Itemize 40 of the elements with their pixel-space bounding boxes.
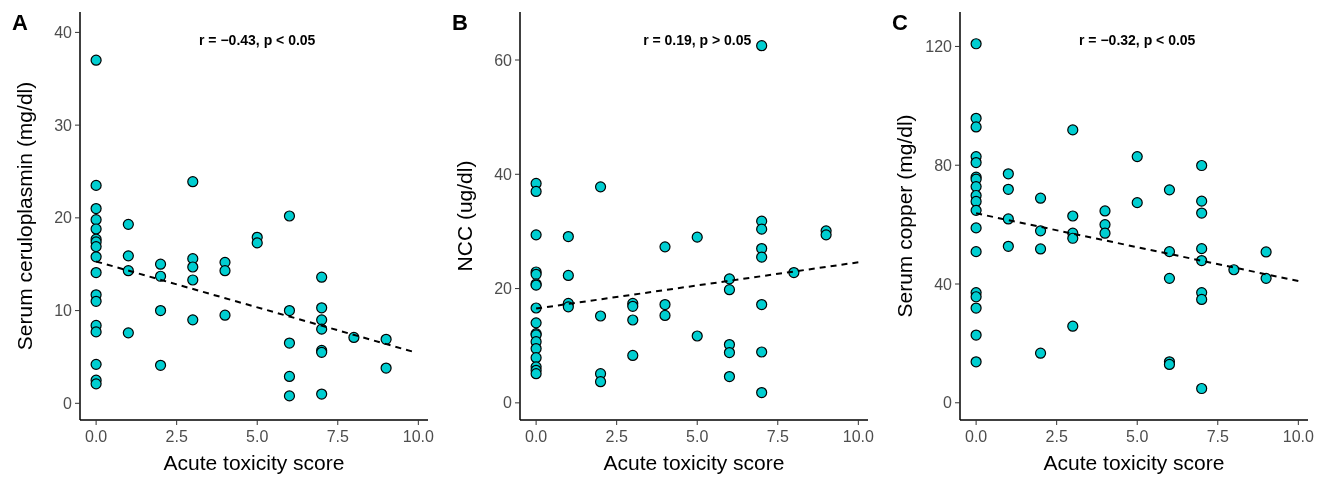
chart-title: A xyxy=(12,10,28,35)
x-axis-title: Acute toxicity score xyxy=(1043,451,1225,474)
x-tick-label: 10.0 xyxy=(402,428,435,445)
x-tick-label: 2.5 xyxy=(605,428,628,445)
chart-title: B xyxy=(452,10,468,35)
x-tick-label: 5.0 xyxy=(246,428,269,445)
x-tick-label: 2.5 xyxy=(1045,428,1068,445)
y-tick-label: 0 xyxy=(503,394,513,412)
x-tick-label: 5.0 xyxy=(1126,428,1149,445)
y-tick-label: 40 xyxy=(54,24,73,41)
y-axis-title: Serum copper (mg/dl) xyxy=(893,114,916,318)
x-tick-label: 5.0 xyxy=(686,428,709,445)
x-tick-label: 7.5 xyxy=(326,428,349,445)
x-tick-label: 0.0 xyxy=(84,428,108,445)
x-tick-label: 0.0 xyxy=(524,428,548,445)
y-tick-label: 0 xyxy=(943,394,953,412)
chart-title: C xyxy=(892,10,908,35)
y-tick-label: 10 xyxy=(54,302,73,320)
x-tick-label: 2.5 xyxy=(165,428,188,445)
y-tick-label: 120 xyxy=(925,38,953,56)
annotation: r = −0.32, p < 0.05 xyxy=(1079,32,1196,48)
y-tick-label: 40 xyxy=(494,165,513,183)
y-axis-title: Serum ceruloplasmin (mg/dl) xyxy=(13,81,36,351)
x-tick-label: 10.0 xyxy=(1282,428,1315,445)
x-tick-label: 0.0 xyxy=(964,428,988,445)
y-axis-title: NCC (ug/dl) xyxy=(453,160,476,272)
x-axis-title: Acute toxicity score xyxy=(603,451,785,474)
y-tick-label: 30 xyxy=(54,116,73,134)
x-tick-label: 7.5 xyxy=(766,428,789,445)
x-axis-title: Acute toxicity score xyxy=(163,451,345,474)
y-tick-label: 0 xyxy=(63,394,73,412)
x-tick-label: 7.5 xyxy=(1206,428,1229,445)
annotation: r = 0.19, p > 0.05 xyxy=(643,32,752,48)
y-tick-label: 80 xyxy=(934,156,953,174)
y-tick-label: 20 xyxy=(54,209,73,227)
y-tick-label: 40 xyxy=(934,275,953,293)
y-tick-label: 60 xyxy=(494,51,513,69)
x-tick-label: 10.0 xyxy=(842,428,875,445)
y-tick-label: 20 xyxy=(494,280,513,298)
annotation: r = −0.43, p < 0.05 xyxy=(199,32,316,48)
